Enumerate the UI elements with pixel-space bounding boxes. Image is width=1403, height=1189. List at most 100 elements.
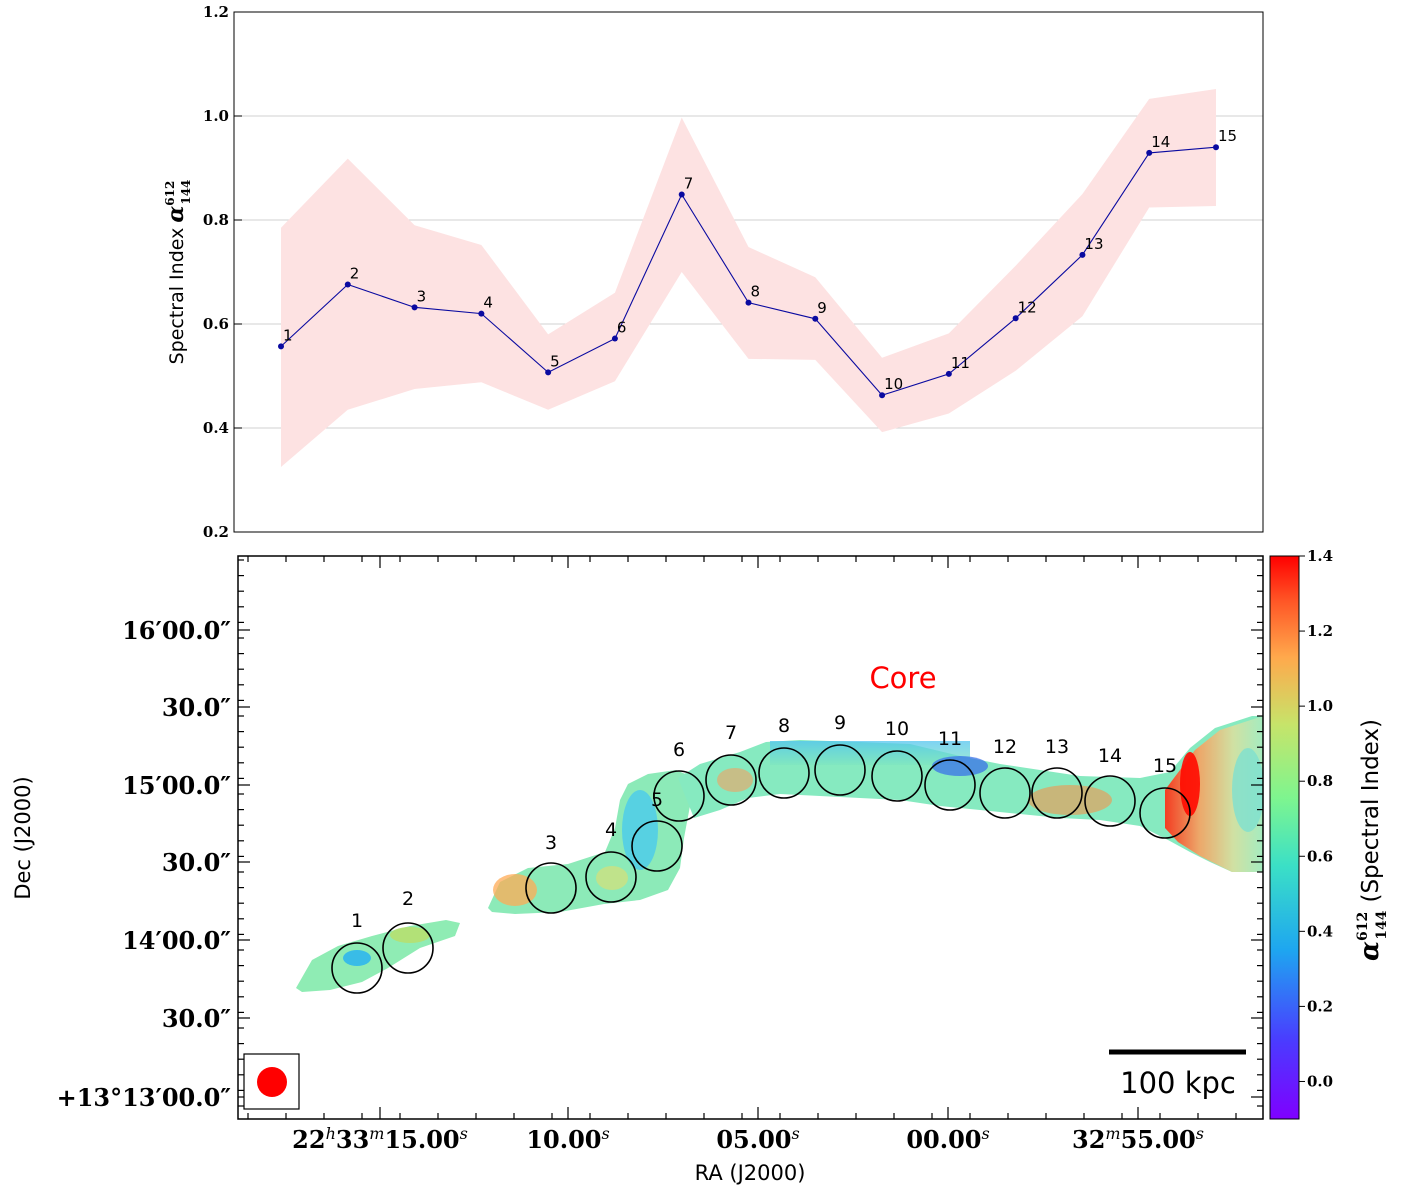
top-y-tick-label: 0.8 [203, 211, 229, 229]
top-y-tick-label: 1.2 [203, 3, 229, 21]
map-x-tick-label: 05.00s [716, 1124, 799, 1155]
region-label: 10 [885, 718, 909, 740]
error-band [281, 88, 1216, 468]
map-x-axis-label: RA (J2000) [695, 1161, 806, 1185]
profile-point [344, 281, 351, 288]
colorbar-ticks: 0.0 0.2 0.4 0.6 0.8 1.0 1.2 1.4 [1299, 547, 1333, 1090]
profile-point [478, 310, 485, 317]
map-y-axis-label: Dec (J2000) [11, 776, 35, 899]
map-y-tick-label: +13°13′00.0″ [57, 1083, 232, 1112]
map-x-tick-label: 10.00s [526, 1124, 609, 1155]
colorbar-tick-label: 1.0 [1307, 697, 1333, 715]
profile-point-label: 12 [1018, 298, 1037, 316]
map-x-tick-label: 22h33m15.00s [292, 1124, 468, 1155]
profile-point [1146, 149, 1153, 156]
profile-point [745, 299, 752, 306]
emission-patch [343, 950, 371, 966]
colorbar-label-text: (Spectral Index) [1358, 719, 1384, 903]
region-label: 12 [993, 736, 1017, 758]
profile-point-label: 10 [884, 375, 903, 393]
profile-point [611, 335, 618, 342]
profile-point-label: 13 [1084, 235, 1103, 253]
emission-patch [1180, 752, 1200, 816]
region-circle [924, 759, 976, 811]
profile-point [1213, 144, 1219, 151]
colorbar-tick-label: 1.2 [1307, 622, 1333, 640]
map-plot-frame [237, 555, 1264, 1120]
colorbar-label-sub: 144 [1374, 910, 1390, 939]
top-y-axis-label: Spectral Index α612 144 [163, 180, 193, 365]
emission-patch [390, 927, 430, 943]
profile-point-label: 2 [350, 264, 360, 282]
region-label: 8 [778, 715, 790, 737]
map-y-tick-label: 16′00.0″ [122, 616, 231, 645]
region-label: 15 [1153, 755, 1177, 777]
profile-point [812, 315, 819, 322]
profile-point [945, 370, 952, 377]
beam-ellipse [257, 1067, 287, 1097]
colorbar: 0.0 0.2 0.4 0.6 0.8 1.0 1.2 1.4 α612 144 (Spectra… [1269, 547, 1390, 1120]
map-y-tick-label: 30.0″ [162, 693, 231, 722]
profile-point-label: 4 [483, 294, 493, 312]
region-label: 6 [673, 739, 685, 761]
region-circle [331, 942, 383, 994]
colorbar-label-symbol: α [1355, 941, 1385, 961]
profile-point [678, 191, 685, 198]
profile-point [278, 343, 284, 350]
region-circle [705, 754, 757, 806]
scale-bar: 100 kpc [1109, 1049, 1246, 1100]
map-emission [296, 716, 1263, 992]
map-y-tick-label: 14′00.0″ [122, 926, 231, 955]
region-label: 3 [545, 832, 557, 854]
region-circle [653, 770, 705, 822]
colorbar-label: α612 144 (Spectral Index) [1355, 719, 1390, 961]
map-y-tick-labels: 16′00.0″ 30.0″ 15′00.0″ 30.0″ 14′00.0″ 30.0″ +… [57, 616, 232, 1112]
region-circle [1031, 767, 1083, 819]
profile-point-label: 7 [684, 175, 694, 193]
region-circle [814, 744, 866, 796]
map-x-tick-labels: 22h33m15.00s 10.00s 05.00s 00.00s 32m55.00s [292, 1124, 1204, 1155]
region-label: 4 [605, 819, 617, 841]
region-circle [871, 750, 923, 802]
profile-point-label: 9 [817, 299, 827, 317]
region-label: 13 [1045, 736, 1069, 758]
top-y-tick-label: 0.4 [203, 419, 229, 437]
top-y-tick-label: 1.0 [203, 107, 229, 125]
emission-patch [622, 790, 658, 870]
colorbar-gradient [1269, 555, 1300, 1120]
map-x-tick-label: 32m55.00s [1072, 1124, 1204, 1155]
core-label: Core [869, 661, 936, 695]
scale-bar-label: 100 kpc [1120, 1066, 1236, 1100]
top-y-axis-symbol: α [163, 206, 189, 223]
map-ticks [238, 556, 1263, 1119]
profile-point-label: 6 [617, 319, 627, 337]
region-label: 9 [834, 712, 846, 734]
profile-point [411, 304, 418, 311]
profile-point [1079, 251, 1086, 258]
top-y-axis-sup: 612 [163, 181, 177, 206]
region-label: 14 [1098, 745, 1122, 767]
region-label: 1 [351, 910, 363, 932]
region-circle [585, 851, 637, 903]
map-x-tick-label: 00.00s [906, 1124, 989, 1155]
profile-point-label: 15 [1218, 127, 1237, 145]
colorbar-tick-label: 0.4 [1307, 922, 1333, 940]
region-circle [1139, 787, 1191, 839]
emission-patch [1028, 785, 1112, 815]
region-circle [631, 820, 683, 872]
profile-points [278, 144, 1219, 399]
colorbar-tick-label: 0.2 [1307, 997, 1333, 1015]
profile-point-label: 5 [550, 352, 560, 370]
colorbar-tick-label: 1.4 [1307, 547, 1333, 565]
region-circle [525, 862, 577, 914]
top-y-ticks: 0.2 0.4 0.6 0.8 1.0 1.2 [203, 3, 242, 541]
top-y-axis-sub: 144 [179, 180, 193, 205]
profile-point-label: 1 [283, 326, 293, 344]
region-circle [1084, 775, 1136, 827]
profile-point-label: 3 [417, 287, 427, 305]
